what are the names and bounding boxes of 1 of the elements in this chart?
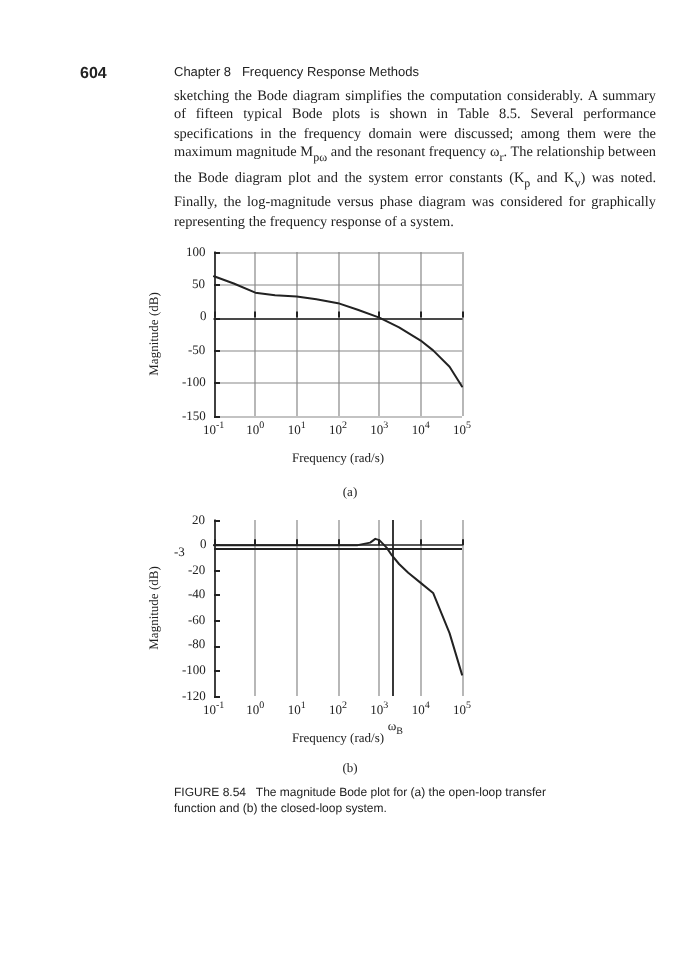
text: 604: [80, 64, 107, 82]
